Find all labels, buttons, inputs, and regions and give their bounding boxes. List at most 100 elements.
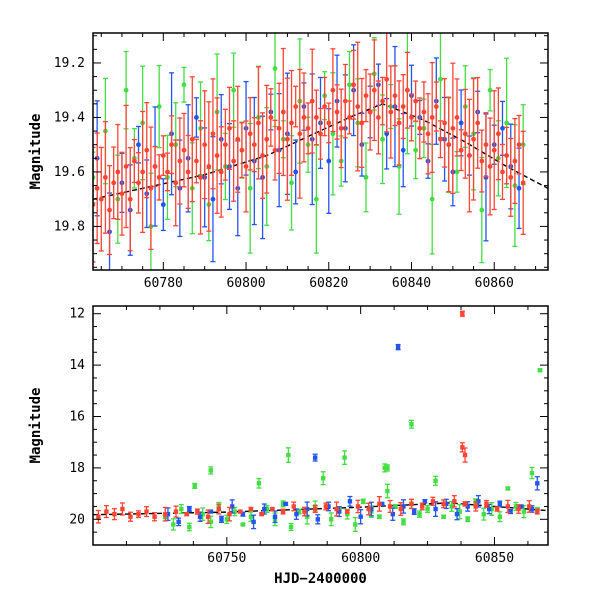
data-point [312, 453, 318, 462]
data-point [384, 33, 390, 133]
data-point [322, 76, 328, 137]
data-point [185, 134, 191, 210]
data-point [194, 508, 200, 515]
data-point [237, 509, 243, 514]
data-point [466, 98, 472, 213]
data-point [421, 81, 427, 143]
x-tick-label: 60780 [144, 276, 183, 291]
data-point [451, 495, 457, 508]
data-point [323, 502, 329, 511]
data-point [334, 84, 340, 140]
data-point [368, 501, 374, 517]
data-point [140, 110, 146, 234]
data-point [534, 508, 540, 515]
plot-frame [92, 305, 549, 546]
data-point [433, 475, 439, 486]
data-point [272, 119, 278, 181]
data-point [459, 310, 465, 317]
data-point [170, 518, 176, 531]
data-point [297, 68, 303, 199]
data-point [260, 112, 266, 199]
data-point [387, 499, 393, 514]
y-tick-label: 20 [69, 512, 85, 527]
data-point [280, 508, 286, 515]
data-point [119, 502, 125, 516]
data-point [384, 483, 390, 499]
data-point [495, 87, 501, 181]
data-point [384, 464, 390, 472]
series-2 [93, 33, 526, 263]
y-tick-label: 19.6 [54, 165, 85, 180]
data-point [173, 505, 179, 518]
data-point [251, 117, 257, 173]
y-tick-label: 14 [69, 358, 85, 373]
data-point [487, 117, 493, 216]
y-tick-label: 12 [69, 307, 85, 322]
data-point [409, 419, 414, 429]
data-point [425, 505, 431, 514]
data-point [398, 502, 404, 516]
data-point [392, 65, 398, 127]
data-point [497, 511, 503, 523]
data-point [103, 504, 109, 519]
data-point [475, 76, 481, 169]
data-point [382, 463, 388, 473]
data-point [259, 511, 265, 517]
data-point [272, 33, 278, 128]
data-point [232, 506, 238, 517]
data-point [162, 506, 168, 522]
data-point [280, 47, 286, 177]
data-point [256, 477, 262, 489]
data-point [94, 132, 100, 245]
y-axis-label: Magnitude [28, 388, 44, 464]
data-point [390, 507, 396, 521]
plot-frame [92, 32, 549, 271]
data-point [404, 51, 410, 129]
data-point [376, 496, 382, 512]
data-point [520, 130, 526, 236]
data-point [376, 514, 382, 520]
data-point [326, 102, 332, 144]
data-point [352, 516, 358, 532]
data-point [425, 93, 431, 175]
data-point [512, 117, 518, 205]
data-point [363, 68, 369, 123]
data-point [462, 88, 468, 179]
data-point [264, 84, 270, 194]
data-point [276, 82, 282, 175]
data-point [269, 506, 275, 512]
y-tick-label: 19.4 [54, 110, 85, 125]
model-curve [93, 502, 548, 516]
data-point [284, 77, 290, 201]
series-2 [95, 310, 540, 525]
data-point [107, 165, 113, 256]
data-point [411, 508, 417, 516]
data-point [526, 500, 532, 513]
data-point [489, 502, 495, 517]
data-point [251, 514, 257, 530]
data-point [413, 120, 419, 180]
data-point [400, 74, 406, 140]
data-point [483, 112, 489, 178]
data-point [218, 515, 224, 523]
data-point [433, 81, 439, 132]
data-point [95, 509, 101, 524]
data-point [136, 152, 141, 214]
data-point [491, 90, 497, 211]
data-point [184, 511, 190, 517]
data-point [400, 499, 406, 514]
data-point [355, 499, 361, 514]
data-point [127, 511, 133, 522]
data-point [131, 138, 137, 184]
y-axis-label: Magnitude [28, 114, 44, 190]
data-point [446, 97, 452, 193]
x-tick-label: 60850 [475, 551, 514, 566]
data-point [186, 522, 192, 532]
data-point [192, 482, 198, 490]
data-point [326, 501, 332, 512]
data-point [156, 64, 162, 149]
data-point [169, 115, 175, 175]
data-point [127, 146, 133, 252]
data-point [363, 142, 369, 213]
data-point [388, 65, 394, 159]
